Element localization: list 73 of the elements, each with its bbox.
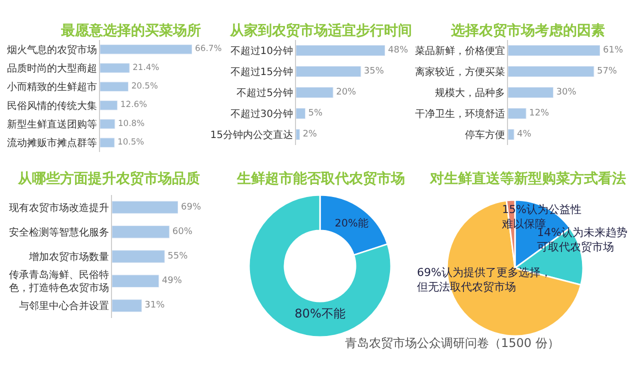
slice-label: 20%能 — [334, 217, 368, 230]
data-label: 49% — [162, 276, 182, 286]
y-tick-label: 规模大，品种多 — [435, 87, 505, 99]
text: 青岛农贸市场公众调研问卷（1500 份） — [345, 336, 560, 350]
bar — [100, 82, 129, 92]
bar — [100, 100, 118, 110]
bar — [296, 66, 362, 77]
slice-label: 80%不能 — [294, 306, 346, 320]
y-tick-label: 现有农贸市场改造提升 — [9, 202, 109, 214]
chart-title: 最愿意选择的买菜场所 — [60, 22, 201, 39]
bar — [296, 108, 306, 119]
y-tick-label: 15分钟内公交直达 — [210, 129, 293, 141]
data-label: 12% — [529, 108, 550, 118]
bar — [508, 66, 594, 77]
bar — [112, 200, 178, 214]
chart-title: 从家到农贸市场适宜步行时间 — [229, 22, 412, 39]
donut-slice — [248, 194, 392, 338]
data-label: 5% — [308, 108, 323, 118]
chart-title: 选择农贸市场考虑的因素 — [450, 22, 605, 39]
data-label: 48% — [388, 46, 408, 56]
data-label: 12.6% — [120, 99, 148, 110]
bar — [112, 226, 170, 238]
data-label: 10.5% — [118, 136, 144, 147]
bar — [508, 45, 600, 56]
bar — [112, 274, 160, 288]
data-label: 69% — [181, 202, 202, 212]
bar — [100, 119, 116, 129]
data-label: 31% — [144, 300, 166, 311]
y-tick-label: 离家较近，方便买菜 — [415, 66, 505, 78]
chart-title: 从哪些方面提升农贸市场品质 — [17, 170, 200, 187]
y-tick-label: 不超过5分钟 — [236, 87, 293, 99]
bar — [508, 108, 526, 119]
y-tick-label: 不超过15分钟 — [230, 66, 293, 78]
data-label: 57% — [596, 66, 618, 76]
y-tick-label: 不超过30分钟 — [230, 108, 293, 120]
y-tick-label: 菜品新鲜，价格便宜 — [415, 45, 505, 57]
y-tick-label: 烟火气息的农贸市场 — [7, 44, 97, 56]
y-tick-label: 小而精致的生鲜超市 — [7, 81, 97, 94]
data-label: 55% — [168, 252, 188, 262]
y-tick-label: 传承青岛海鲜、民俗特色，打造特色农贸市场 — [9, 269, 109, 294]
data-label: 4% — [517, 130, 532, 140]
data-label: 60% — [172, 226, 193, 237]
y-tick-label: 增加农贸市场数量 — [28, 251, 109, 263]
bar — [508, 129, 514, 140]
y-tick-label: 新型生鲜直送团购等 — [7, 118, 97, 130]
y-tick-label: 停车方便 — [465, 129, 505, 141]
bar — [112, 299, 142, 312]
bar — [296, 45, 385, 56]
y-tick-label: 民俗风情的传统大集 — [7, 100, 97, 112]
data-label: 30% — [556, 88, 577, 98]
data-label: 20.5% — [131, 80, 158, 91]
bar — [100, 63, 130, 73]
bar — [100, 138, 115, 148]
chart-title: 生鲜超市能否取代农贸市场 — [236, 170, 405, 187]
bar — [296, 129, 300, 140]
y-tick-label: 安全检测等智慧化服务 — [9, 226, 109, 238]
y-tick-label: 不超过10分钟 — [230, 45, 293, 57]
y-tick-label: 与邻里中心合并设置 — [19, 300, 109, 312]
data-label: 21.4% — [132, 62, 160, 72]
data-label: 61% — [603, 46, 624, 56]
data-label: 10.8% — [118, 118, 145, 128]
bar — [112, 250, 165, 263]
y-tick-label: 品质时尚的大型商超 — [7, 62, 97, 74]
chart-title: 对生鲜直送等新型购菜方式看法 — [429, 170, 626, 187]
data-label: 2% — [302, 130, 318, 140]
bar — [296, 87, 334, 98]
data-label: 66.7% — [195, 43, 222, 54]
y-tick-label: 流动摊贩市摊点群等 — [7, 137, 97, 150]
y-tick-label: 干净卫生，环境舒适 — [415, 108, 505, 120]
data-label: 20% — [336, 88, 357, 98]
bar — [508, 87, 554, 98]
data-label: 35% — [364, 66, 384, 76]
bar — [100, 44, 192, 54]
